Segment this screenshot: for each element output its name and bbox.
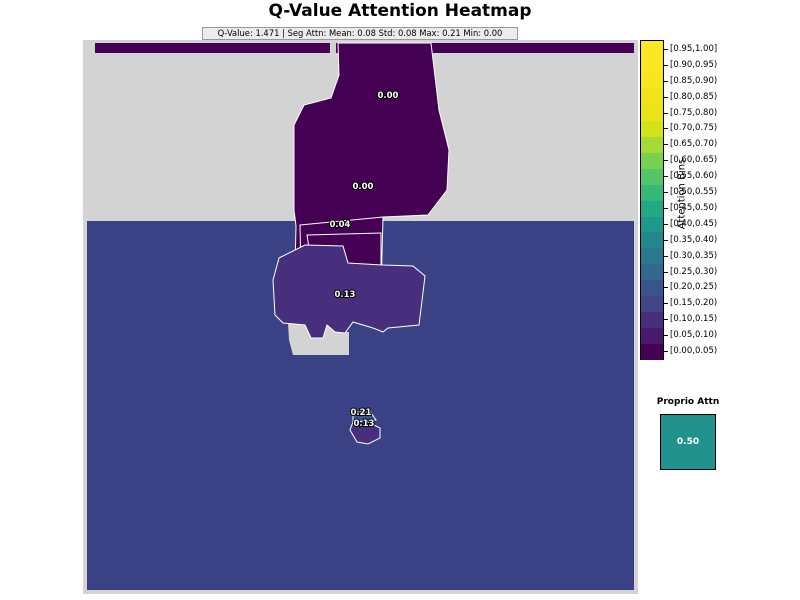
- segment-value-label: 0.21: [351, 408, 372, 418]
- chart-title: Q-Value Attention Heatmap: [268, 1, 532, 21]
- colorbar-tick: [664, 176, 668, 177]
- colorbar-bin: [641, 88, 663, 106]
- segment-object-lower: [349, 420, 381, 445]
- colorbar-bin: [641, 327, 663, 344]
- colorbar-bin: [641, 295, 663, 312]
- colorbar-tick: [664, 128, 668, 129]
- colorbar-bin: [641, 104, 663, 122]
- colorbar-label: Attention Bins: [676, 158, 688, 230]
- colorbar-tick-label: [0.60,0.65): [670, 155, 718, 165]
- colorbar-tick-label: [0.40,0.45): [670, 219, 718, 229]
- colorbar-bin: [641, 215, 663, 233]
- colorbar-tick: [664, 65, 668, 66]
- colorbar-tick-label: [0.85,0.90): [670, 76, 718, 86]
- colorbar-tick: [664, 81, 668, 82]
- colorbar-tick-label: [0.35,0.40): [670, 235, 718, 245]
- colorbar-bin: [641, 200, 663, 217]
- colorbar-bin: [641, 184, 663, 201]
- colorbar-bin: [641, 231, 663, 249]
- colorbar-tick: [664, 113, 668, 114]
- segment-gripper: [272, 244, 426, 339]
- colorbar-tick: [664, 256, 668, 257]
- colorbar-tick-label: [0.90,0.95): [670, 60, 718, 70]
- colorbar: [640, 40, 664, 360]
- segment-value-label: 0.00: [378, 91, 399, 101]
- segment-object-upper: [352, 409, 377, 423]
- colorbar-bin: [641, 168, 663, 185]
- colorbar-tick: [664, 351, 668, 352]
- segment-top-bar-left: [95, 43, 330, 53]
- colorbar-bin: [641, 120, 663, 137]
- proprio-title: Proprio Attn: [656, 397, 720, 407]
- colorbar-tick: [664, 160, 668, 161]
- colorbar-tick-label: [0.15,0.20): [670, 298, 718, 308]
- colorbar-tick: [664, 144, 668, 145]
- attention-heatmap: 0.000.000.040.130.210.13: [83, 40, 638, 594]
- colorbar-tick: [664, 208, 668, 209]
- stats-banner: Q-Value: 1.471 | Seg Attn: Mean: 0.08 St…: [202, 27, 518, 40]
- colorbar-tick-label: [0.25,0.30): [670, 267, 718, 277]
- segment-value-label: 0.13: [354, 419, 375, 429]
- colorbar-tick: [664, 49, 668, 50]
- colorbar-tick-label: [0.20,0.25): [670, 282, 718, 292]
- colorbar-bin: [641, 41, 663, 58]
- colorbar-tick: [664, 224, 668, 225]
- colorbar-tick: [664, 240, 668, 241]
- segment-value-label: 0.04: [330, 220, 351, 230]
- colorbar-tick-label: [0.00,0.05): [670, 346, 718, 356]
- colorbar-bin: [641, 152, 663, 169]
- colorbar-tick-label: [0.50,0.55): [670, 187, 718, 197]
- colorbar-tick-label: [0.10,0.15): [670, 314, 718, 324]
- colorbar-tick-label: [0.65,0.70): [670, 139, 718, 149]
- colorbar-tick-label: [0.80,0.85): [670, 92, 718, 102]
- colorbar-tick: [664, 319, 668, 320]
- segment-value-label: 0.13: [335, 290, 356, 300]
- colorbar-tick-label: [0.75,0.80): [670, 108, 718, 118]
- colorbar-tick-label: [0.45,0.50): [670, 203, 718, 213]
- colorbar-tick-label: [0.95,1.00]: [670, 44, 718, 54]
- colorbar-tick: [664, 192, 668, 193]
- colorbar-bin: [641, 72, 663, 90]
- proprio-attention-cell: 0.50: [660, 414, 716, 470]
- colorbar-bin: [641, 136, 663, 153]
- colorbar-tick: [664, 272, 668, 273]
- colorbar-tick: [664, 335, 668, 336]
- colorbar-tick-label: [0.05,0.10): [670, 330, 718, 340]
- colorbar-tick-label: [0.55,0.60): [670, 171, 718, 181]
- colorbar-tick: [664, 303, 668, 304]
- proprio-value: 0.50: [676, 437, 700, 447]
- colorbar-bin: [641, 263, 663, 281]
- colorbar-bin: [641, 247, 663, 265]
- colorbar-tick-label: [0.30,0.35): [670, 251, 718, 261]
- colorbar-bin: [641, 311, 663, 328]
- colorbar-bin: [641, 343, 663, 360]
- colorbar-tick-label: [0.70,0.75): [670, 123, 718, 133]
- colorbar-bin: [641, 279, 663, 296]
- colorbar-tick: [664, 97, 668, 98]
- colorbar-bin: [641, 56, 663, 74]
- colorbar-tick: [664, 287, 668, 288]
- segment-value-label: 0.00: [353, 182, 374, 192]
